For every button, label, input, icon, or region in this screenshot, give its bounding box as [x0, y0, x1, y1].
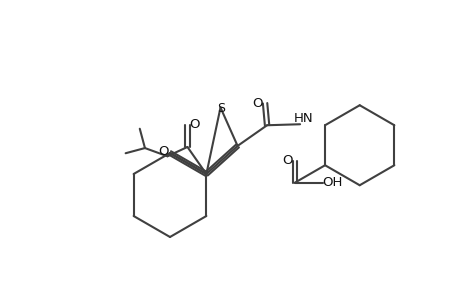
Text: O: O [158, 145, 168, 158]
Text: O: O [189, 118, 199, 131]
Text: HN: HN [293, 112, 312, 125]
Text: O: O [282, 154, 292, 167]
Text: OH: OH [322, 176, 342, 189]
Text: S: S [217, 102, 225, 115]
Text: O: O [251, 97, 262, 110]
